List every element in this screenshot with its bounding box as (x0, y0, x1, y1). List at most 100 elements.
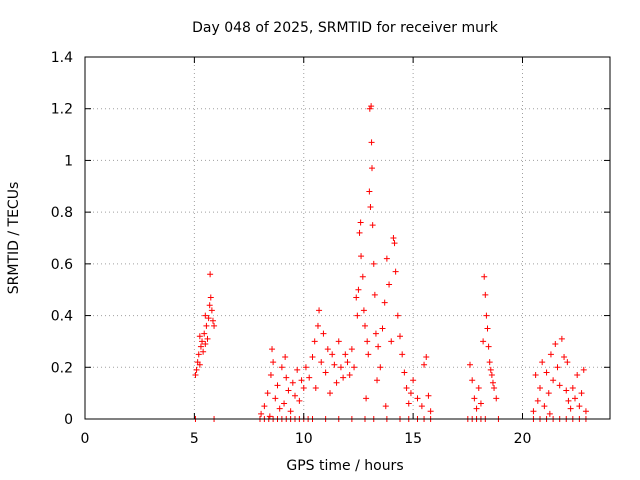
data-point (204, 335, 211, 342)
y-axis-label: SRMTID / TECUs (6, 182, 22, 295)
x-tick-label: 20 (514, 431, 532, 447)
data-point (399, 351, 406, 358)
data-point (469, 377, 476, 384)
data-point (394, 312, 401, 319)
data-point (379, 325, 386, 332)
data-point (381, 299, 388, 306)
data-point (294, 366, 301, 373)
data-point (534, 397, 541, 404)
data-point (365, 351, 372, 358)
data-point (369, 222, 376, 229)
data-point (197, 343, 204, 350)
data-point (276, 405, 283, 412)
data-point (481, 273, 488, 280)
data-point (558, 335, 565, 342)
data-point (545, 390, 552, 397)
data-point (261, 403, 268, 410)
data-point (530, 408, 537, 415)
data-point (383, 255, 390, 262)
data-point (532, 372, 539, 379)
data-point (421, 361, 428, 368)
data-point (491, 384, 498, 391)
data-point (285, 387, 292, 394)
data-point (547, 351, 554, 358)
data-point (359, 273, 366, 280)
data-point (344, 359, 351, 366)
plot-frame (84, 56, 611, 420)
x-tick-label: 15 (404, 431, 422, 447)
data-point (484, 325, 491, 332)
data-point (372, 330, 379, 337)
data-point (300, 384, 307, 391)
data-point (569, 384, 576, 391)
data-point (322, 369, 329, 376)
data-point (320, 330, 327, 337)
data-point (471, 395, 478, 402)
data-point (302, 364, 309, 371)
data-point (208, 307, 215, 314)
data-point (480, 338, 487, 345)
data-point (487, 366, 494, 373)
y-tick-label: 1.4 (51, 50, 73, 66)
data-point (392, 268, 399, 275)
data-point (309, 353, 316, 360)
x-tick-label: 0 (81, 431, 90, 447)
data-point (316, 307, 323, 314)
data-point (493, 395, 500, 402)
data-point (266, 413, 273, 420)
data-point (312, 384, 319, 391)
data-point (371, 291, 378, 298)
data-point (576, 403, 583, 410)
data-point (580, 366, 587, 373)
data-point (209, 317, 216, 324)
data-point (401, 369, 408, 376)
data-point (554, 364, 561, 371)
data-point (196, 333, 203, 340)
data-point (281, 400, 288, 407)
data-point (274, 382, 281, 389)
data-point (283, 374, 290, 381)
data-point (390, 235, 397, 241)
data-point (335, 338, 342, 345)
chart-title: Day 048 of 2025, SRMTID for receiver mur… (192, 20, 499, 36)
data-point (386, 281, 393, 288)
data-point (369, 165, 375, 172)
data-point (278, 364, 285, 371)
data-point (358, 253, 365, 260)
data-point (351, 364, 358, 371)
data-point (329, 351, 336, 358)
data-point (368, 139, 375, 146)
data-point (306, 374, 313, 381)
data-point (425, 392, 432, 399)
data-point (427, 408, 434, 415)
data-point (196, 361, 203, 368)
data-point (410, 377, 417, 384)
data-point (195, 351, 202, 358)
data-point (473, 405, 480, 412)
data-point (362, 322, 368, 329)
data-point (269, 346, 276, 353)
data-point (333, 379, 340, 386)
data-point (397, 333, 403, 340)
data-point (541, 403, 548, 410)
data-point (340, 374, 347, 381)
data-point (482, 291, 489, 298)
data-point (282, 353, 289, 360)
data-point (292, 392, 298, 399)
data-point (414, 395, 421, 402)
data-point (296, 397, 303, 404)
data-point (375, 343, 382, 350)
data-point (546, 410, 553, 417)
data-point (207, 294, 214, 301)
data-point (272, 395, 279, 402)
data-point (298, 377, 305, 384)
data-point (264, 390, 271, 397)
data-point (202, 312, 209, 319)
y-tick-label: 0.2 (51, 360, 73, 376)
data-point (483, 312, 490, 319)
data-point (337, 364, 344, 371)
data-point (364, 338, 371, 345)
data-point (289, 379, 296, 386)
data-point (200, 348, 207, 355)
